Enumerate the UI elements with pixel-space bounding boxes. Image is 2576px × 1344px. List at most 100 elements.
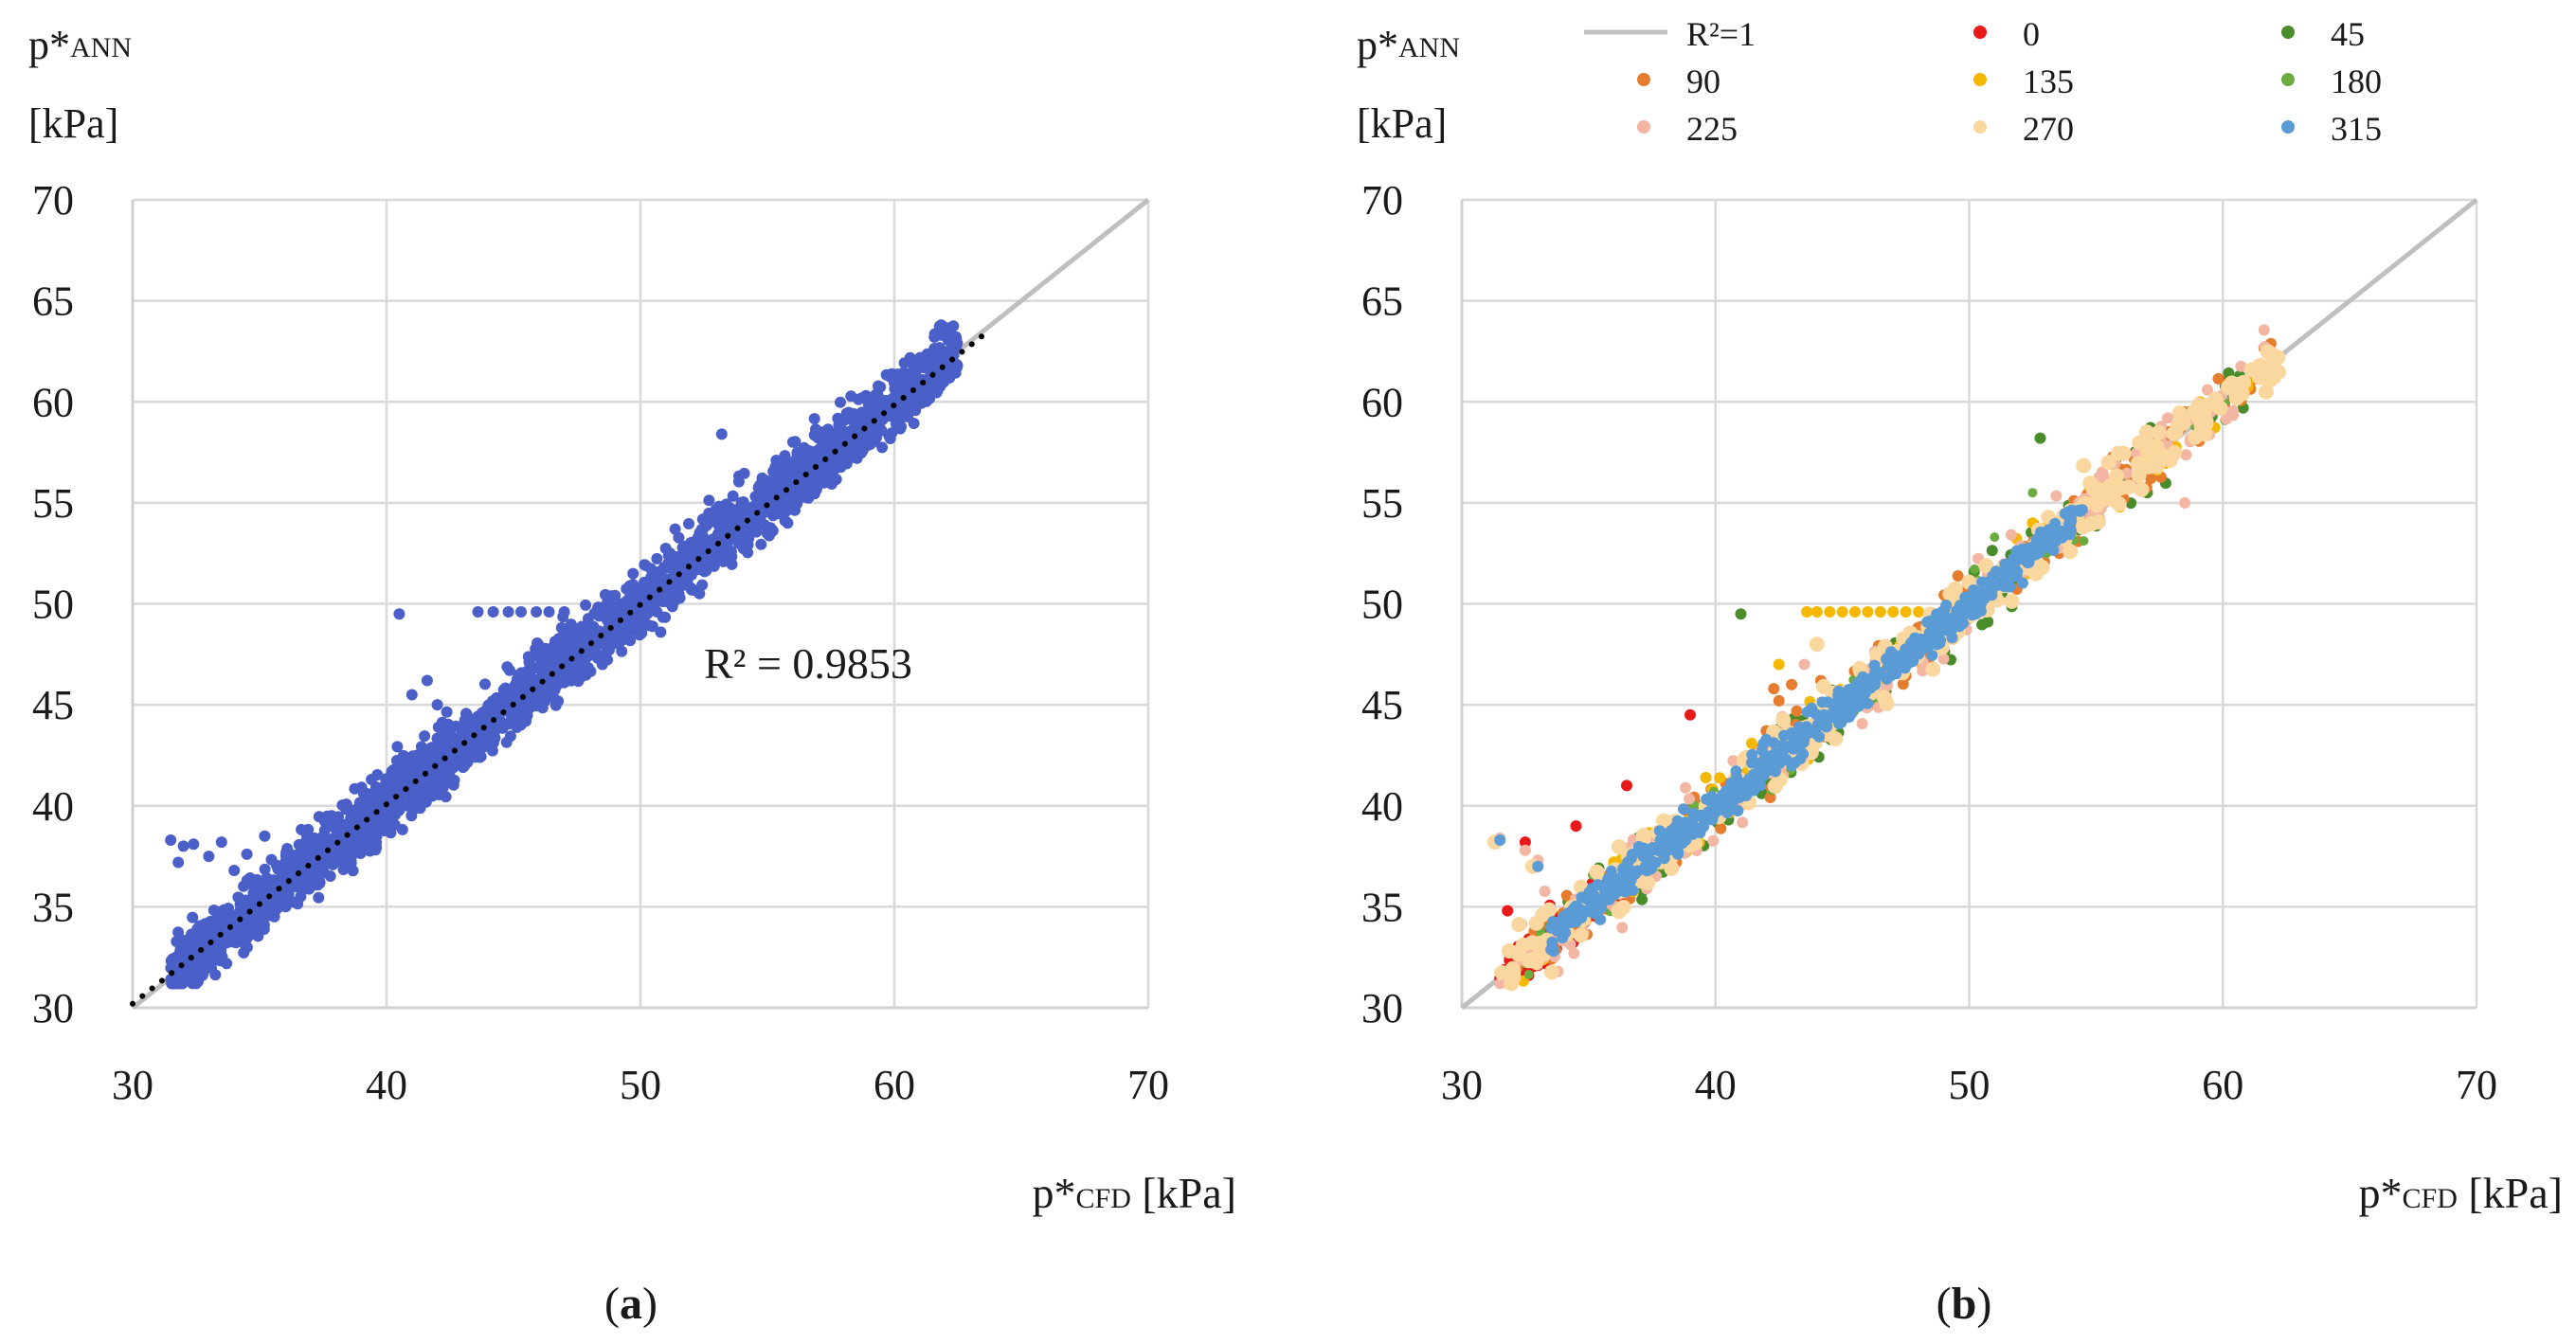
y-tick-label: 35 [32,884,74,930]
data-point [2173,409,2189,425]
data-point [233,891,244,904]
data-point [397,749,409,762]
data-point [502,606,514,618]
data-point [834,420,846,432]
data-point [1532,860,1544,872]
data-point [1664,860,1680,876]
x-tick-label: 70 [2456,1062,2497,1108]
data-point [312,867,324,879]
data-point [638,581,650,593]
data-point [825,478,838,490]
data-point [291,877,303,889]
data-point [779,450,791,462]
data-point [1714,772,1726,784]
data-point [511,686,522,698]
data-point [341,799,352,812]
data-point [1925,633,1937,644]
data-point [2197,426,2213,442]
data-point [1899,650,1911,662]
data-point [257,877,269,889]
legend-item-0: 0 [1973,15,2040,53]
data-point [898,357,910,369]
data-point [1547,916,1559,928]
legend-swatch [1637,73,1650,86]
data-point [259,863,271,875]
data-point [216,906,228,919]
data-point [340,844,352,855]
data-point [789,436,802,448]
data-point [2027,488,2038,498]
data-point [543,606,555,618]
y-tick-label: 30 [32,985,74,1031]
data-point [1680,781,1691,794]
data-point [613,635,625,647]
data-point [288,851,300,863]
axis-frame [131,200,1148,1010]
series-315 [1494,504,2088,958]
data-point [651,605,663,618]
data-point [1680,833,1692,845]
data-point [820,426,833,438]
legend-item-45: 45 [2281,15,2365,53]
data-point [487,606,499,618]
data-point [174,968,187,980]
data-point [592,602,603,615]
data-point [364,845,376,857]
data-point [889,383,901,395]
data-point [1828,731,1844,747]
legend-swatch [2281,26,2295,39]
data-point [369,781,382,793]
data-point [405,767,418,780]
data-point [2145,473,2157,485]
data-point [2032,538,2045,550]
data-point [616,645,628,657]
data-point [240,911,252,923]
data-point [1751,771,1763,783]
data-point [726,515,737,528]
data-point [381,780,393,793]
legend-label: 180 [2331,63,2382,100]
data-point [1636,893,1648,905]
data-point [501,661,513,673]
data-point [817,437,829,449]
data-point [344,823,356,835]
data-point [946,360,958,372]
r-squared-annotation: R² = 0.9853 [704,639,912,688]
x-tick-label: 30 [1441,1062,1483,1108]
data-point [1611,839,1627,855]
data-point [705,508,717,519]
data-point [674,592,686,604]
data-point [421,674,433,687]
data-point [774,475,786,488]
data-point [1832,690,1845,702]
data-point [935,319,947,332]
legend-label: 0 [2023,15,2040,53]
data-point [1494,834,1506,846]
data-point [567,639,579,651]
data-point [1526,951,1542,967]
data-point [1810,606,1823,618]
data-point [215,836,227,849]
data-point [1564,939,1576,951]
data-point [494,717,506,729]
data-point [1735,608,1747,620]
data-point [1570,820,1582,833]
data-point [942,334,954,347]
data-point [441,734,454,746]
data-point [489,701,501,713]
data-point [2139,446,2155,462]
data-point [898,403,910,416]
data-point [1773,694,1785,707]
data-point [2076,504,2088,516]
data-point [410,796,423,808]
data-point [580,599,592,611]
data-point [810,423,821,436]
data-point [544,686,556,697]
data-point [695,560,708,572]
data-point [1523,969,1534,979]
data-point [694,587,706,600]
data-point [1974,586,1987,599]
data-point [1543,964,1559,980]
